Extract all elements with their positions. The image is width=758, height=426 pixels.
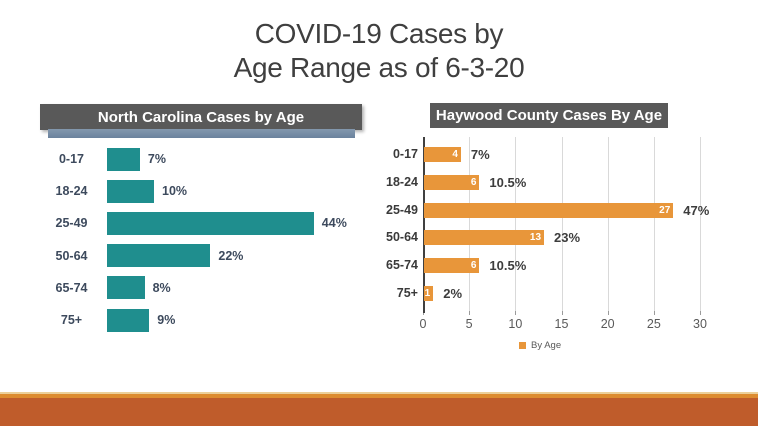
hc-category-label: 75+: [396, 286, 418, 300]
hc-tick-mark: [515, 311, 517, 315]
hc-tick-mark: [469, 311, 471, 315]
nc-bar: [107, 211, 314, 235]
nc-header-accent-strip: [48, 129, 355, 138]
hc-tick-mark: [607, 311, 609, 315]
footer-accent-line: [0, 392, 758, 398]
footer-band: [0, 398, 758, 426]
nc-bar: [107, 308, 150, 332]
nc-bar-wrap: 7%: [107, 147, 368, 171]
hc-bar: 27: [424, 202, 674, 218]
hc-x-tick-label: 10: [508, 317, 523, 331]
nc-category-label: 65-74: [55, 280, 88, 295]
nc-category-label: 0-17: [58, 152, 85, 167]
hc-bar: 13: [424, 230, 545, 246]
hc-chart-header: Haywood County Cases By Age: [430, 103, 668, 128]
nc-bar: [107, 276, 145, 300]
hc-bar-count-label: 1: [424, 288, 431, 299]
hc-x-tick-label: 0: [419, 317, 427, 331]
hc-x-tick-label: 30: [693, 317, 707, 331]
hc-bar-count-label: 13: [529, 232, 542, 244]
hc-bar-count-label: 27: [659, 204, 671, 216]
hc-chart-title: Haywood County Cases By Age: [435, 107, 663, 124]
hc-category-label: 0-17: [392, 147, 418, 161]
hc-legend: By Age: [519, 340, 561, 351]
hc-gridline: [469, 137, 471, 311]
hc-bar-chart: 0 5 10 15 20 25 30 0-17 4 7% 18-24 6 10.5% 25-49 27 47%…: [386, 137, 709, 331]
nc-row-75+: 75+ 9%: [48, 304, 368, 336]
hc-x-tick-label: 20: [600, 317, 615, 331]
hc-x-tick-label: 15: [554, 317, 569, 331]
hc-bar: 4: [424, 147, 461, 162]
slide-title-line1: COVID-19 Cases by: [254, 18, 504, 49]
hc-bar-count-label: 4: [452, 149, 458, 160]
hc-gridline: [653, 137, 655, 311]
hc-gridline: [515, 137, 517, 311]
hc-tick-mark: [700, 311, 701, 315]
nc-value-label: 9%: [157, 313, 176, 328]
nc-row-50-64: 50-64 22%: [48, 240, 368, 272]
hc-tick-mark: [561, 311, 563, 315]
nc-bar-wrap: 8%: [107, 276, 368, 300]
nc-bar-wrap: 10%: [107, 179, 368, 203]
hc-percent-label: 2%: [443, 286, 463, 301]
hc-tick-mark: [423, 311, 424, 315]
hc-category-label: 65-74: [386, 258, 418, 273]
slide-title-line2: Age Range as of 6-3-20: [233, 52, 525, 83]
nc-value-label: 44%: [321, 216, 347, 231]
hc-percent-label: 10.5%: [489, 258, 527, 274]
legend-swatch-icon: [519, 342, 526, 349]
legend-label: By Age: [531, 340, 562, 351]
hc-gridline: [700, 137, 701, 311]
nc-row-65-74: 65-74 8%: [48, 272, 368, 304]
nc-bar-wrap: 9%: [107, 308, 368, 332]
nc-bar-wrap: 22%: [107, 244, 368, 268]
nc-category-label: 18-24: [55, 184, 88, 199]
nc-value-label: 22%: [218, 248, 244, 263]
nc-category-label: 50-64: [55, 248, 88, 263]
hc-x-tick-label: 5: [465, 317, 473, 331]
hc-bar: 1: [424, 286, 434, 301]
nc-chart-header: North Carolina Cases by Age: [40, 104, 362, 130]
hc-bar: 6: [424, 258, 480, 274]
hc-gridline: [561, 137, 563, 311]
nc-category-label: 25-49: [55, 216, 88, 231]
nc-bar-wrap: 44%: [107, 211, 368, 235]
nc-value-label: 7%: [147, 152, 166, 167]
hc-category-label: 25-49: [386, 202, 418, 217]
nc-row-18-24: 18-24 10%: [48, 175, 368, 207]
hc-category-label: 18-24: [386, 174, 418, 189]
hc-bar: 6: [424, 174, 480, 190]
hc-percent-label: 7%: [470, 147, 490, 162]
slide-title: COVID-19 Cases by Age Range as of 6-3-20: [0, 17, 758, 85]
hc-bar-count-label: 6: [470, 176, 477, 188]
hc-percent-label: 10.5%: [489, 174, 527, 190]
hc-gridline: [607, 137, 609, 311]
hc-tick-mark: [653, 311, 655, 315]
hc-percent-label: 23%: [554, 230, 581, 246]
hc-x-tick-label: 25: [646, 317, 661, 331]
hc-bar-count-label: 6: [470, 260, 477, 272]
hc-y-axis-line: [423, 137, 425, 313]
nc-bar-chart: 0-17 7% 18-24 10% 25-49 44% 50-64 22% 65-74 8% 75+…: [48, 143, 368, 336]
nc-bar: [107, 179, 154, 203]
nc-bar: [107, 244, 211, 268]
nc-value-label: 10%: [162, 184, 188, 199]
nc-value-label: 8%: [152, 280, 171, 295]
nc-category-label: 75+: [60, 313, 83, 328]
nc-bar: [107, 147, 140, 171]
hc-category-label: 50-64: [386, 230, 418, 245]
hc-percent-label: 47%: [683, 202, 710, 218]
nc-row-25-49: 25-49 44%: [48, 207, 368, 239]
nc-chart-title: North Carolina Cases by Age: [97, 108, 305, 126]
nc-row-0-17: 0-17 7%: [48, 143, 368, 175]
